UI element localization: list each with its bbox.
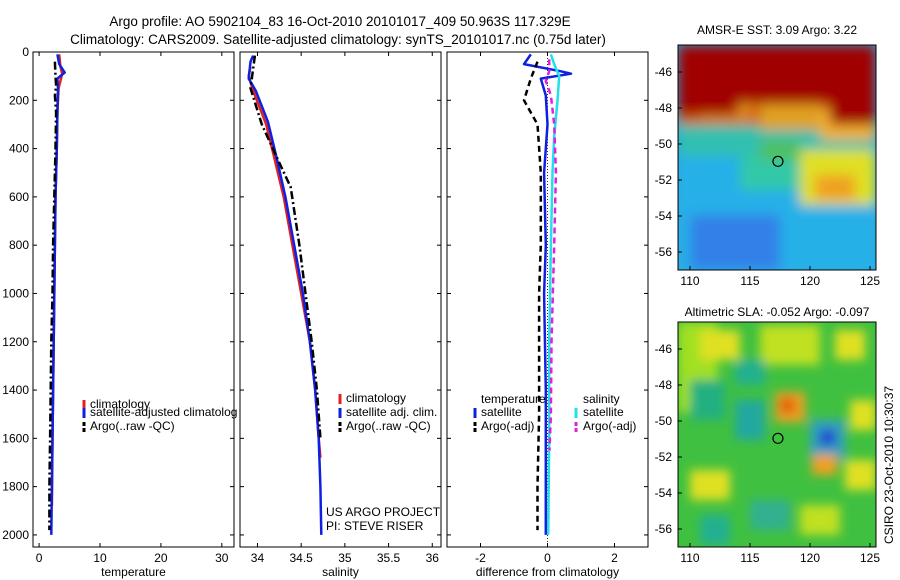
map-y-tick-label: -50	[655, 414, 673, 428]
sla-map-frame	[677, 321, 877, 548]
legend-label: satellite adj. clim.	[346, 405, 437, 419]
map-x-tick-label: 110	[680, 551, 699, 565]
x-axis-label: salinity	[322, 565, 359, 579]
legend-label: climatology	[90, 397, 150, 411]
figure-title-line2: Climatology: CARS2009. Satellite-adjuste…	[70, 32, 606, 47]
argo-location-marker	[772, 432, 784, 444]
sst-map-image	[678, 45, 876, 270]
series-line-climatology	[247, 66, 322, 458]
legend-label: Argo(..raw -QC)	[346, 419, 431, 433]
sst-map-axes: 110 115 120 125 -46 -48 -50 -52 -54 -56	[655, 65, 881, 288]
map-y-tick-label: -54	[655, 486, 673, 500]
difference-legend: temperature salinity satellite Argo(-adj…	[473, 392, 636, 433]
sla-map-axes: 110 115 120 125 -46 -48 -50 -52 -54 -56	[655, 342, 881, 565]
series-line-argo	[48, 61, 58, 531]
x-axis-label: difference from climatology	[476, 565, 619, 579]
x-tick-label: 0	[544, 551, 551, 565]
map-x-tick-label: 120	[800, 551, 820, 565]
x-tick-label: 0	[36, 551, 43, 565]
temperature-panel: 0 10 20 30 0 200 400 600 800 1000 1200 1400 1600 1800…	[2, 45, 235, 579]
map-x-tick-label: 115	[740, 274, 759, 288]
salinity-legend: climatology satellite adj. clim. Argo(..…	[326, 391, 441, 533]
x-tick-label: 35.5	[377, 551, 401, 565]
y-tick-label: 2000	[2, 528, 29, 542]
side-timestamp-label: CSIRO 23-Oct-2010 10:30:37	[882, 386, 896, 544]
map-y-tick-label: -56	[655, 522, 673, 536]
map-y-tick-label: -46	[655, 342, 673, 356]
map-y-tick-label: -52	[655, 450, 673, 464]
legend-label: climatology	[346, 391, 406, 405]
x-tick-label: 10	[93, 551, 107, 565]
legend-label: satellite	[583, 405, 624, 419]
map-x-tick-label: 120	[800, 274, 820, 288]
x-tick-label: 35	[338, 551, 352, 565]
series-line-satellite	[50, 54, 66, 535]
x-tick-label: 30	[215, 551, 229, 565]
y-tick-label: 400	[9, 142, 29, 156]
temperature-legend: climatology satellite-adjusted climatolo…	[82, 397, 237, 433]
sla-map-title: Altimetric SLA: -0.052 Argo: -0.097	[685, 305, 870, 319]
plot-frame	[32, 51, 235, 548]
project-annotation: US ARGO PROJECT	[326, 505, 441, 519]
sla-map-image	[678, 322, 876, 547]
y-tick-label: 1800	[2, 480, 29, 494]
legend-label: satellite	[481, 405, 522, 419]
sst-map-title: AMSR-E SST: 3.09 Argo: 3.22	[697, 23, 857, 37]
legend-label: Argo(-adj)	[481, 419, 534, 433]
x-axis-label: temperature	[101, 565, 166, 579]
series-line-temperature-argo	[522, 61, 543, 531]
y-tick-label: 0	[22, 45, 29, 59]
map-y-tick-label: -52	[655, 173, 673, 187]
map-x-tick-label: 115	[740, 551, 759, 565]
x-tick-label: 34	[251, 551, 265, 565]
salinity-panel: 34 34.5 35 35.5 36 salinity	[239, 51, 442, 579]
plot-frame	[239, 51, 442, 548]
legend-header-temperature: temperature	[481, 392, 546, 406]
pi-annotation: PI: STEVE RISER	[326, 519, 424, 533]
sst-map-frame	[677, 44, 877, 271]
y-tick-label: 1200	[2, 335, 29, 349]
series-line-temperature-satellite	[522, 53, 573, 535]
series-line-satellite	[247, 55, 323, 535]
map-y-tick-label: -48	[655, 101, 673, 115]
argo-location-marker	[772, 155, 784, 167]
map-y-tick-label: -48	[655, 378, 673, 392]
y-tick-label: 200	[9, 93, 29, 107]
x-tick-label: 2	[611, 551, 618, 565]
legend-label: Argo(-adj)	[583, 419, 636, 433]
legend-label: satellite-adjusted climatolog	[90, 405, 237, 419]
x-tick-label: 34.5	[289, 551, 313, 565]
figure-title-line1: Argo profile: AO 5902104_83 16-Oct-2010 …	[109, 14, 570, 29]
x-tick-label: -2	[475, 551, 486, 565]
map-y-tick-label: -46	[655, 65, 673, 79]
y-tick-label: 1400	[2, 383, 29, 397]
map-y-tick-label: -56	[655, 245, 673, 259]
x-tick-label: 20	[154, 551, 168, 565]
legend-label: Argo(..raw -QC)	[90, 419, 175, 433]
y-tick-label: 800	[9, 238, 29, 252]
legend-header-salinity: salinity	[583, 392, 620, 406]
map-x-tick-label: 110	[680, 274, 699, 288]
series-line-argo	[249, 55, 322, 439]
x-tick-label: 36	[426, 551, 440, 565]
series-line-salinity-satellite	[546, 53, 561, 535]
map-y-tick-label: -54	[655, 209, 673, 223]
y-tick-label: 600	[9, 190, 29, 204]
series-line-salinity-argo	[544, 59, 558, 451]
y-tick-label: 1000	[2, 286, 29, 300]
y-tick-label: 1600	[2, 431, 29, 445]
map-x-tick-label: 125	[860, 551, 880, 565]
map-y-tick-label: -50	[655, 137, 673, 151]
map-x-tick-label: 125	[860, 274, 880, 288]
